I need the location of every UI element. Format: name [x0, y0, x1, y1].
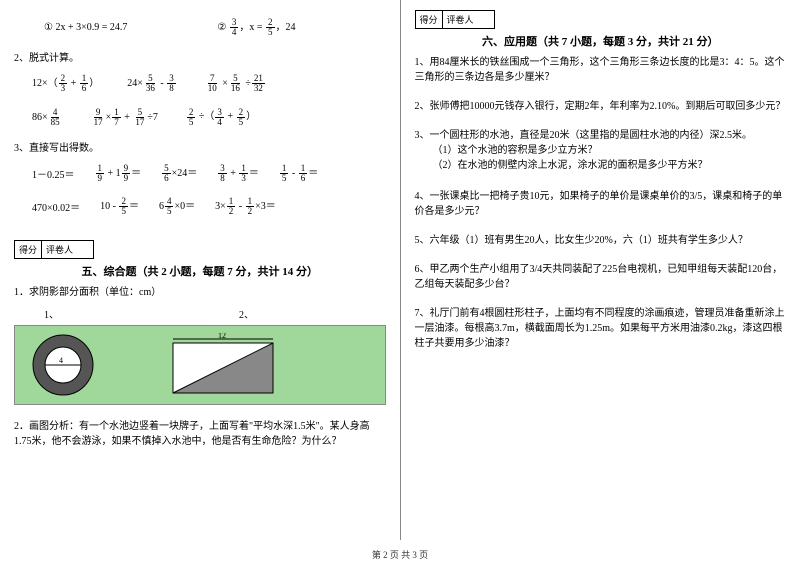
- q6-3b: （2）在水池的侧壁内涂上水泥，涂水泥的面积是多少平方米？: [433, 158, 787, 173]
- q6-4: 4、一张课桌比一把椅子贵10元，如果椅子的单价是课桌单价的3/5，课桌和椅子的单…: [415, 189, 787, 219]
- fig1-label: 1、: [44, 306, 59, 321]
- grader-label: 评卷人: [443, 11, 478, 28]
- calc-row-4: 470×0.02＝ 10 - 25＝ 645×0＝ 3×12 - 12×3＝: [32, 197, 386, 216]
- q5-1: 1．求阴影部分面积（单位：cm）: [14, 285, 386, 300]
- figure-1-ring: 4: [23, 333, 103, 397]
- heading-3: 3、直接写出得数。: [14, 141, 386, 156]
- eq-1a: ① 2x + 3×0.9 = 24.7: [44, 22, 127, 33]
- figures-panel: 4 12 6: [14, 325, 386, 405]
- grader-label: 评卷人: [42, 241, 77, 258]
- q5-2: 2．画图分析：有一个水池边竖着一块牌子，上面写着"平均水深1.5米"。某人身高1…: [14, 419, 386, 449]
- q6-6: 6、甲乙两个生产小组用了3/4天共同装配了225台电视机，已知甲组每天装配120…: [415, 262, 787, 292]
- score-box-6: 得分 评卷人: [415, 10, 495, 29]
- equation-row-1: ① 2x + 3×0.9 = 24.7 ② 34，x = 25，24: [44, 18, 386, 37]
- fig2-label: 2、: [239, 306, 254, 321]
- q6-2: 2、张师傅把10000元钱存入银行，定期2年，年利率为2.10%。到期后可取回多…: [415, 99, 787, 114]
- calc-row-2: 86×485 917×17 + 517÷7 25 ÷（34 + 25）: [32, 107, 386, 126]
- svg-text:12: 12: [218, 333, 226, 340]
- q6-7: 7、礼厅门前有4根圆柱形柱子，上面均有不同程度的涂画痕迹，管理员准备重新涂上一层…: [415, 306, 787, 351]
- q6-3a: （1）这个水池的容积是多少立方米？: [433, 143, 787, 158]
- score-box-5: 得分 评卷人: [14, 240, 94, 259]
- section-5-title: 五、综合题（共 2 小题，每题 7 分，共计 14 分）: [14, 263, 386, 279]
- q6-3: 3、一个圆柱形的水池，直径是20米（这里指的是圆柱水池的内径）深2.5米。 （1…: [415, 128, 787, 173]
- eq-1b: ② 34，x = 25，24: [217, 18, 295, 37]
- q6-1: 1、用84厘米长的铁丝围成一个三角形，这个三角形三条边长度的比是3：4：5。这个…: [415, 55, 787, 85]
- score-label: 得分: [15, 241, 42, 258]
- score-label: 得分: [416, 11, 443, 28]
- calc-row-1: 12×（23 + 16） 24×536 - 38 710 ×516 ÷2132: [32, 74, 386, 93]
- right-column: 得分 评卷人 六、应用题（共 7 小题，每题 3 分，共计 21 分） 1、用8…: [401, 0, 800, 540]
- q6-5: 5、六年级（1）班有男生20人，比女生少20%，六（1）班共有学生多少人？: [415, 233, 787, 248]
- calc-row-3: 1－0.25＝ 19 + 199＝ 56×24＝ 38 + 13＝ 15 - 1…: [32, 164, 386, 183]
- section-6-title: 六、应用题（共 7 小题，每题 3 分，共计 21 分）: [415, 33, 787, 49]
- left-column: ① 2x + 3×0.9 = 24.7 ② 34，x = 25，24 2、脱式计…: [0, 0, 401, 540]
- heading-2: 2、脱式计算。: [14, 51, 386, 66]
- figure-2-triangle: 12 6: [163, 333, 283, 397]
- page-footer: 第 2 页 共 3 页: [0, 548, 800, 561]
- svg-text:6: 6: [218, 396, 222, 397]
- svg-text:4: 4: [59, 356, 63, 365]
